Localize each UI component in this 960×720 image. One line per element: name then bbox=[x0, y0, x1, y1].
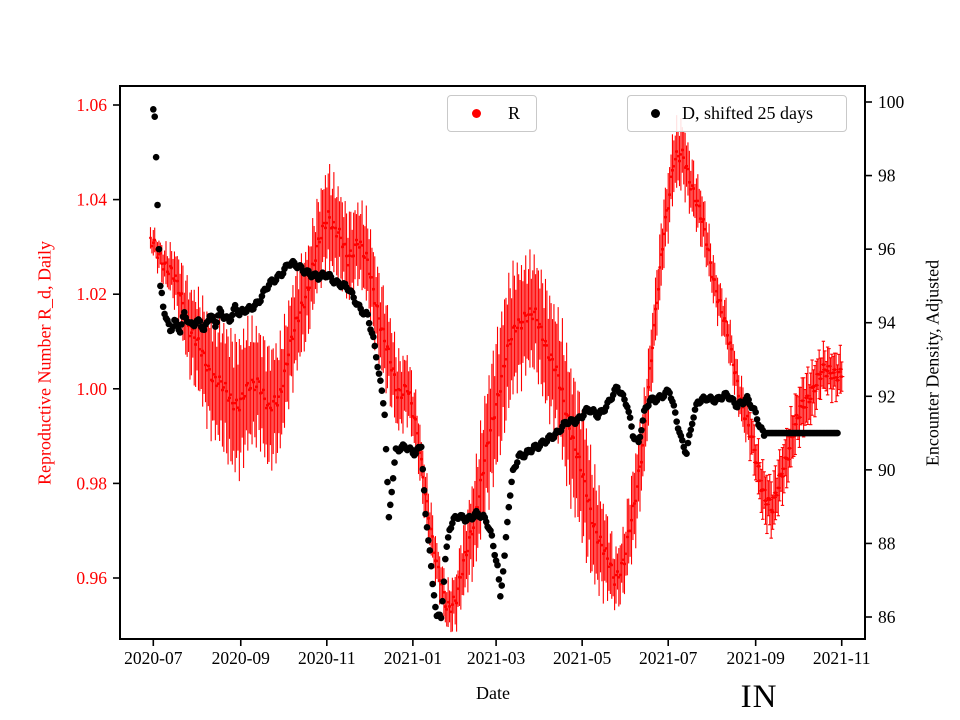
svg-text:94: 94 bbox=[878, 313, 896, 333]
svg-text:100: 100 bbox=[878, 92, 905, 112]
x-axis-label: Date bbox=[476, 683, 510, 703]
svg-text:2021-09: 2021-09 bbox=[727, 648, 786, 668]
svg-text:0.98: 0.98 bbox=[76, 473, 107, 493]
svg-text:2020-07: 2020-07 bbox=[124, 648, 183, 668]
state-annotation: IN bbox=[740, 679, 778, 715]
svg-text:1.04: 1.04 bbox=[76, 190, 107, 210]
svg-text:0.96: 0.96 bbox=[76, 568, 107, 588]
svg-text:2021-01: 2021-01 bbox=[384, 648, 442, 668]
svg-text:92: 92 bbox=[878, 386, 896, 406]
svg-text:98: 98 bbox=[878, 166, 896, 186]
legend-d: D, shifted 25 days bbox=[627, 95, 847, 132]
r-series bbox=[149, 115, 845, 633]
svg-text:2021-07: 2021-07 bbox=[639, 648, 698, 668]
svg-text:2020-11: 2020-11 bbox=[298, 648, 356, 668]
svg-text:2021-05: 2021-05 bbox=[553, 648, 612, 668]
d-legend-marker-icon bbox=[651, 109, 660, 118]
svg-text:88: 88 bbox=[878, 533, 896, 553]
svg-text:2021-11: 2021-11 bbox=[813, 648, 871, 668]
svg-text:1.06: 1.06 bbox=[76, 95, 107, 115]
left-y-axis-label: Reproductive Number R_d, Daily bbox=[34, 241, 55, 485]
svg-text:90: 90 bbox=[878, 460, 896, 480]
d-legend-label: D, shifted 25 days bbox=[682, 103, 813, 123]
right-y-axis-ticks: 86 88 90 92 94 96 98 100 bbox=[865, 92, 905, 627]
svg-text:2021-03: 2021-03 bbox=[467, 648, 526, 668]
r-legend-label: R bbox=[508, 103, 521, 123]
legend-r: R bbox=[447, 95, 537, 132]
svg-text:1.02: 1.02 bbox=[76, 284, 107, 304]
right-y-axis-label: Encounter Density, Adjusted bbox=[922, 259, 943, 467]
svg-text:96: 96 bbox=[878, 239, 896, 259]
x-axis-ticks: 2020-07 2020-09 2020-11 2021-01 2021-03 2021-… bbox=[124, 639, 871, 668]
r-legend-marker-icon bbox=[472, 109, 481, 118]
plot-border bbox=[119, 85, 866, 640]
svg-text:2020-09: 2020-09 bbox=[212, 648, 271, 668]
svg-text:86: 86 bbox=[878, 607, 896, 627]
left-y-axis-ticks: 0.96 0.98 1.00 1.02 1.04 1.06 bbox=[76, 95, 120, 588]
d-series bbox=[150, 106, 841, 622]
svg-text:1.00: 1.00 bbox=[76, 379, 107, 399]
